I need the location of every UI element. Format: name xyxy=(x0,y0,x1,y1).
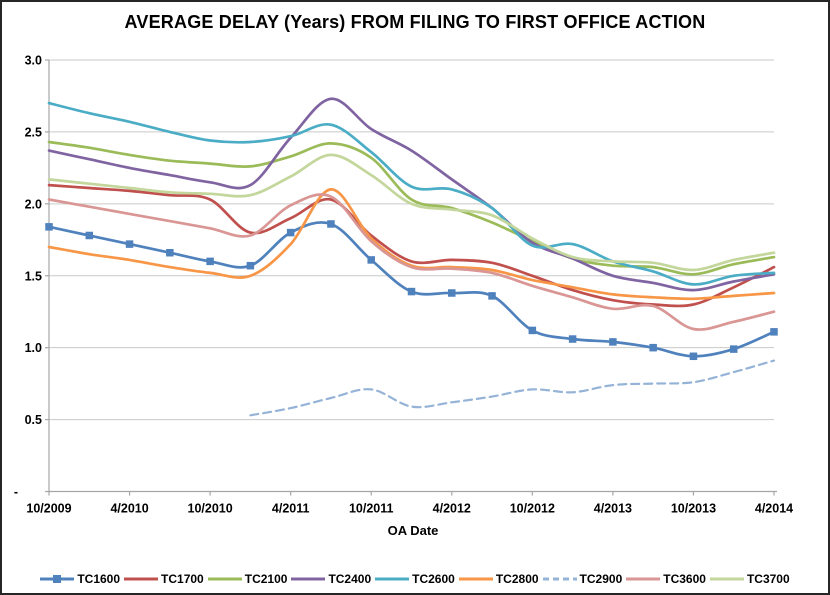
legend-label-TC2100: TC2100 xyxy=(244,572,288,586)
y-tick-label: 1.0 xyxy=(25,341,42,355)
x-tick-label: 4/2014 xyxy=(755,502,793,516)
series-marker-TC1600 xyxy=(327,220,335,228)
series-marker-TC1600 xyxy=(729,345,738,353)
series-marker-TC1600 xyxy=(206,257,214,266)
series-line-TC2900 xyxy=(249,359,776,417)
series-line-TC2100 xyxy=(47,140,776,276)
legend-label-TC3700: TC3700 xyxy=(746,572,790,586)
legend-swatch-TC3600 xyxy=(626,577,661,581)
series-marker-TC1600 xyxy=(166,248,174,257)
legend-item-TC2600[interactable]: TC2600 xyxy=(375,572,455,586)
series-marker-TC1600 xyxy=(528,326,537,335)
series-marker-TC1600 xyxy=(488,292,496,300)
legend-swatch-TC1600 xyxy=(40,575,75,583)
series-marker-TC1600 xyxy=(568,335,577,343)
y-tick-label: - xyxy=(14,485,18,499)
x-tick-label: 10/2009 xyxy=(26,502,71,516)
legend-swatch-TC2100 xyxy=(207,577,242,581)
series-line-TC3600 xyxy=(47,193,776,331)
legend-item-TC2400[interactable]: TC2400 xyxy=(291,572,371,586)
legend-label-TC2900: TC2900 xyxy=(579,572,623,586)
legend-label-TC2400: TC2400 xyxy=(328,572,372,586)
legend-item-TC2800[interactable]: TC2800 xyxy=(458,572,539,586)
legend-item-TC1600[interactable]: TC1600 xyxy=(40,572,120,586)
series-marker-TC1600 xyxy=(125,240,134,248)
y-tick-label: 3.0 xyxy=(25,54,42,68)
x-tick-label: 4/2013 xyxy=(594,502,632,516)
series-marker-TC1600 xyxy=(448,289,456,297)
series-marker-TC1600 xyxy=(609,338,617,346)
y-tick-label: 0.5 xyxy=(25,413,42,427)
chart-title: AVERAGE DELAY (Years) FROM FILING TO FIR… xyxy=(124,12,706,32)
series-marker-TC1600 xyxy=(246,261,255,270)
legend-label-TC1600: TC1600 xyxy=(77,572,121,586)
x-tick-label: 4/2010 xyxy=(110,502,148,516)
x-tick-label: 10/2011 xyxy=(349,502,394,516)
x-tick-label: 10/2012 xyxy=(510,502,555,516)
legend-item-TC1700[interactable]: TC1700 xyxy=(124,572,204,586)
x-axis-title: OA Date xyxy=(387,523,439,538)
legend-swatch-TC1700 xyxy=(124,577,159,581)
series-line-TC2800 xyxy=(47,188,776,301)
series-line-TC2400 xyxy=(47,97,776,292)
legend-swatch-TC2400 xyxy=(291,577,326,581)
series-marker-TC1600 xyxy=(286,228,295,237)
series-line-TC1700 xyxy=(47,183,776,308)
legend-label-TC2800: TC2800 xyxy=(495,572,539,586)
series-marker-TC1600 xyxy=(649,343,657,352)
legend-item-TC2900[interactable]: TC2900 xyxy=(542,572,623,586)
x-tick-label: 10/2010 xyxy=(188,502,233,516)
legend-label-TC3600: TC3600 xyxy=(663,572,706,586)
series-marker-TC1600 xyxy=(45,223,53,231)
series-line-TC3700 xyxy=(47,153,776,272)
y-tick-label: 2.0 xyxy=(25,197,42,211)
legend-label-TC1700: TC1700 xyxy=(161,572,204,586)
legend-swatch-TC2900 xyxy=(542,577,577,581)
legend-item-TC3600[interactable]: TC3600 xyxy=(626,572,706,586)
y-tick-label: 1.5 xyxy=(25,269,42,283)
series-marker-TC1600 xyxy=(689,352,698,361)
legend-swatch-TC2800 xyxy=(458,577,493,581)
x-tick-label: 4/2011 xyxy=(272,502,310,516)
series-line-TC2600 xyxy=(47,101,776,286)
series-marker-TC1600 xyxy=(367,256,375,264)
x-tick-label: 10/2013 xyxy=(671,502,716,516)
series-marker-TC1600 xyxy=(85,231,94,240)
legend: TC1600 TC1700 TC2100 TC2400 TC2600 TC2800 TC29… xyxy=(2,572,828,586)
legend-swatch-TC3700 xyxy=(709,577,744,581)
y-tick-label: 2.5 xyxy=(25,125,42,139)
x-tick-label: 4/2012 xyxy=(433,502,471,516)
legend-item-TC2100[interactable]: TC2100 xyxy=(207,572,288,586)
legend-swatch-TC2600 xyxy=(375,577,410,581)
legend-item-TC3700[interactable]: TC3700 xyxy=(709,572,790,586)
series-marker-TC1600 xyxy=(407,287,416,296)
legend-label-TC2600: TC2600 xyxy=(412,572,455,586)
series-marker-TC1600 xyxy=(770,328,778,336)
